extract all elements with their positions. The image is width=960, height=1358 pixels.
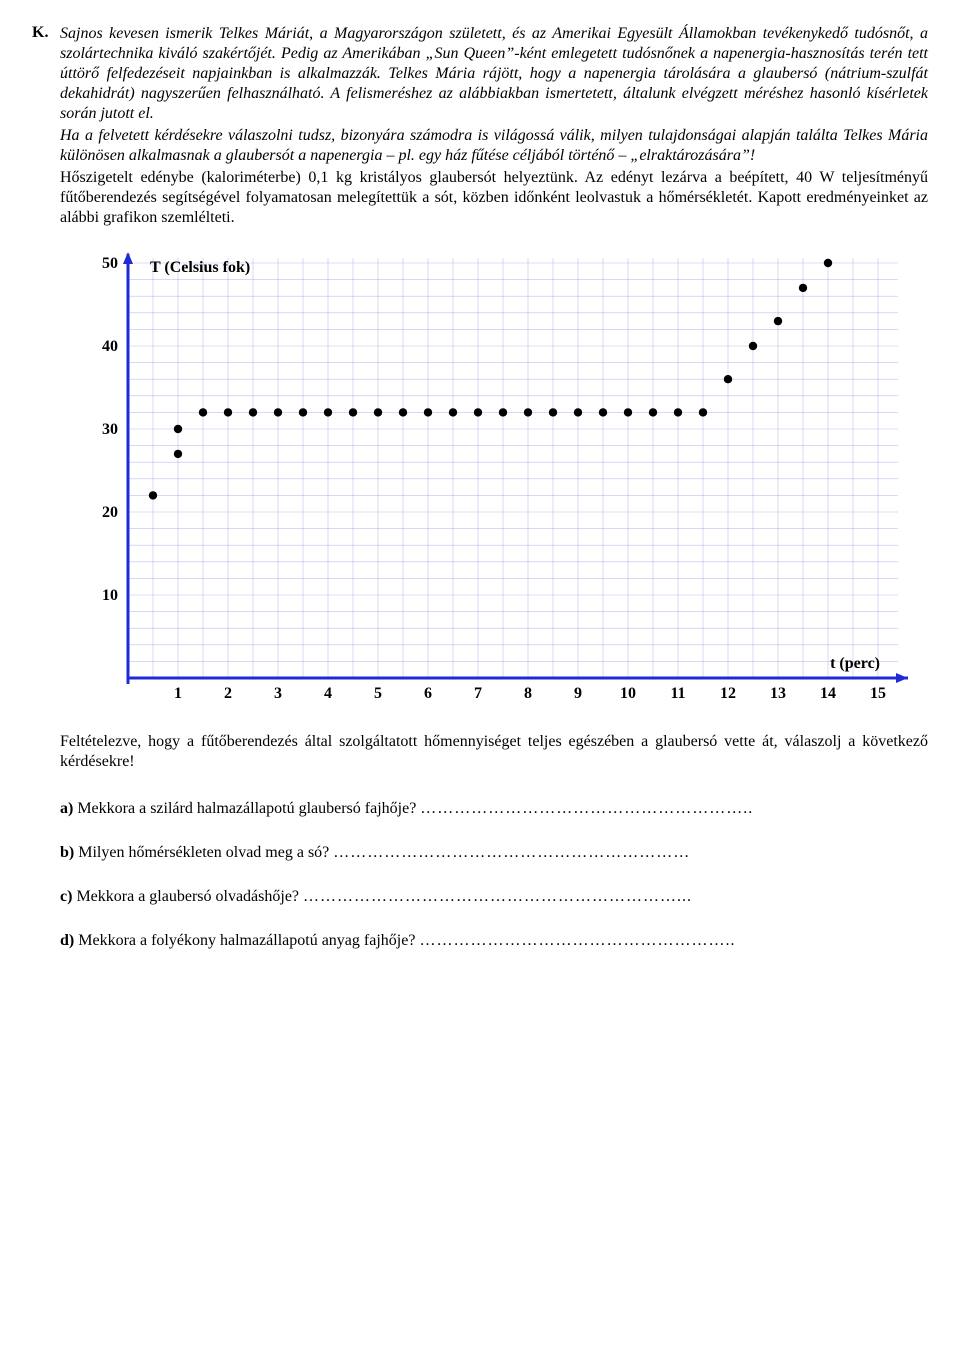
- svg-text:2: 2: [224, 685, 232, 702]
- svg-text:20: 20: [102, 504, 118, 521]
- question-d: d) Mekkora a folyékony halmazállapotú an…: [60, 932, 928, 950]
- svg-text:30: 30: [102, 421, 118, 438]
- question-b: b) Milyen hőmérsékleten olvad meg a só? …: [60, 844, 928, 862]
- svg-text:T (Celsius fok): T (Celsius fok): [150, 259, 250, 276]
- svg-text:1: 1: [174, 685, 182, 702]
- question-c: c) Mekkora a glaubersó olvadáshője? ……………: [60, 888, 928, 906]
- svg-text:40: 40: [102, 338, 118, 355]
- svg-text:t (perc): t (perc): [830, 655, 880, 672]
- question-a: a) Mekkora a szilárd halmazállapotú glau…: [60, 800, 928, 818]
- question-b-text: Milyen hőmérsékleten olvad meg a só?: [78, 844, 329, 861]
- svg-text:11: 11: [670, 685, 685, 702]
- svg-text:10: 10: [102, 587, 118, 604]
- svg-text:6: 6: [424, 685, 432, 702]
- svg-text:5: 5: [374, 685, 382, 702]
- after-chart-text: Feltételezve, hogy a fűtőberendezés álta…: [60, 732, 928, 772]
- question-c-text: Mekkora a glaubersó olvadáshője?: [76, 888, 299, 905]
- svg-text:9: 9: [574, 685, 582, 702]
- svg-text:14: 14: [820, 685, 836, 702]
- svg-text:3: 3: [274, 685, 282, 702]
- svg-text:10: 10: [620, 685, 636, 702]
- problem-label: K.: [32, 24, 60, 976]
- chart-container: 1234567891011121314151020304050T (Celsiu…: [78, 248, 928, 718]
- svg-text:12: 12: [720, 685, 736, 702]
- temperature-chart: 1234567891011121314151020304050T (Celsiu…: [78, 248, 918, 718]
- svg-text:7: 7: [474, 685, 482, 702]
- svg-text:8: 8: [524, 685, 532, 702]
- question-a-text: Mekkora a szilárd halmazállapotú glauber…: [77, 800, 416, 817]
- intro-paragraph-1: Sajnos kevesen ismerik Telkes Máriát, a …: [60, 24, 928, 124]
- svg-text:13: 13: [770, 685, 786, 702]
- svg-text:15: 15: [870, 685, 886, 702]
- question-d-text: Mekkora a folyékony halmazállapotú anyag…: [78, 932, 415, 949]
- svg-text:4: 4: [324, 685, 332, 702]
- problem-body: Sajnos kevesen ismerik Telkes Máriát, a …: [60, 24, 928, 976]
- svg-text:50: 50: [102, 255, 118, 272]
- intro-paragraph-2: Ha a felvetett kérdésekre válaszolni tud…: [60, 126, 928, 166]
- intro-paragraph-3: Hőszigetelt edénybe (kaloriméterbe) 0,1 …: [60, 168, 928, 228]
